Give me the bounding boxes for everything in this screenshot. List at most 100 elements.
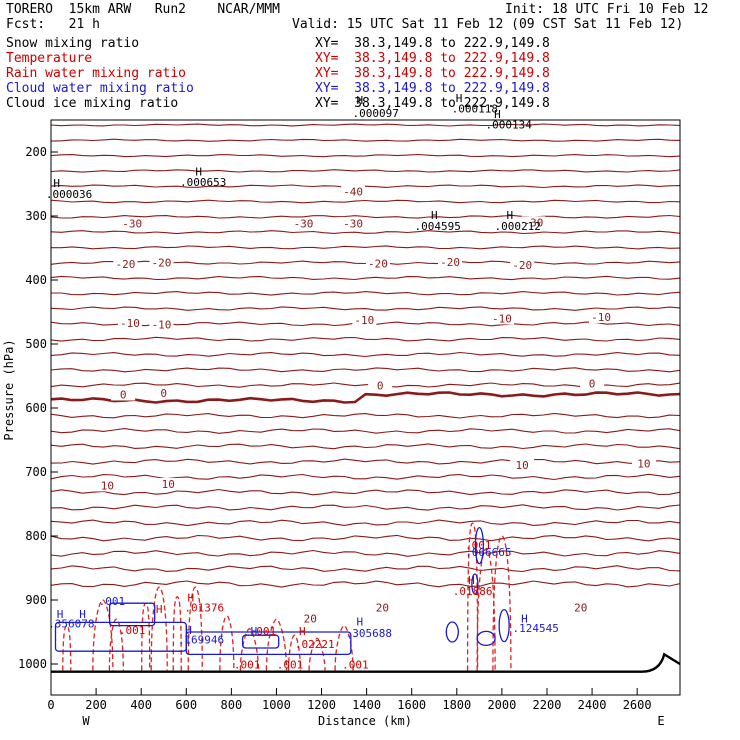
isotherm-label-bg <box>580 377 605 390</box>
isotherm-label-bg <box>149 318 174 331</box>
isotherm-label-bg <box>510 458 535 471</box>
isotherm-line <box>50 412 681 419</box>
isotherm-label-bg <box>341 217 366 230</box>
extremum-label: .305688 <box>346 627 392 640</box>
isotherm-label-bg <box>341 185 366 198</box>
terrain-line <box>51 652 681 673</box>
cloud-water-contour <box>108 602 156 627</box>
legend-temperature-xy: XY= 38.3,149.8 to 222.9,149.8 <box>315 51 550 66</box>
isotherm-label: -40 <box>343 186 363 199</box>
isotherm-label-bg <box>298 612 323 625</box>
isotherm-label: -10 <box>492 312 512 325</box>
legend-snow-label: Snow mixing ratio <box>6 36 140 51</box>
cloud-water-contour <box>241 634 280 649</box>
isotherm-label-bg <box>113 257 138 270</box>
rain-contour <box>287 634 302 671</box>
x-tick-label: 400 <box>130 698 152 712</box>
isotherm-line <box>50 153 681 158</box>
isotherm-line <box>50 428 681 434</box>
isotherm-line <box>50 473 681 481</box>
header-valid: Valid: 15 UTC Sat 11 Feb 12 (09 CST Sat … <box>292 17 684 32</box>
isotherm-line <box>50 565 681 573</box>
cloud-water-contour <box>498 608 510 643</box>
isotherm-label-bg <box>438 256 463 268</box>
isotherm-line <box>50 230 681 235</box>
rain-contour <box>466 522 479 671</box>
x-tick-label: 1400 <box>352 698 381 712</box>
cloud-water-contour <box>471 573 479 595</box>
legend-cloud-ice-xy: XY= 38.3,149.8 to 222.9,149.8 <box>315 96 550 111</box>
rain-contour <box>334 624 354 671</box>
extremum-label: .01886 <box>453 585 493 598</box>
extremum-label: H <box>79 608 86 621</box>
x-tick-label: 2000 <box>487 698 516 712</box>
x-tick-label: 1200 <box>307 698 336 712</box>
isotherm-label: -20 <box>440 256 460 269</box>
isotherm-line <box>50 443 681 450</box>
isotherm-line <box>50 123 681 127</box>
rain-contour <box>150 586 168 671</box>
isotherm-line <box>50 367 681 373</box>
isotherm-label: -10 <box>591 311 611 324</box>
isotherm-label: 20 <box>304 612 317 625</box>
isotherm-label-bg <box>365 257 390 270</box>
cloud-water-contour <box>445 621 459 643</box>
extremum-label: .02221 <box>295 638 335 651</box>
header-fcst: Fcst: 21 h <box>6 17 100 32</box>
y-tick-label: 700 <box>25 465 47 479</box>
extremum-label: H <box>251 625 258 638</box>
rain-contour <box>492 535 512 671</box>
isotherm-label: -10 <box>152 319 172 332</box>
extremum-label: H <box>299 625 306 638</box>
extremum-label: .000653 <box>180 176 226 189</box>
isotherm-line <box>50 504 681 511</box>
extremum-label: .001 <box>234 658 261 671</box>
x-tick-label: 0 <box>47 698 54 712</box>
legend-cloud-ice-label: Cloud ice mixing ratio <box>6 96 179 111</box>
isotherm-line <box>50 351 681 358</box>
extremum-label: H <box>53 177 60 190</box>
x-tick-label: 2600 <box>623 698 652 712</box>
isotherm-label: -30 <box>122 218 142 231</box>
isotherm-line <box>50 138 681 142</box>
extremum-label: .01376 <box>184 602 224 615</box>
isotherm-line <box>50 184 681 189</box>
legend-snow-xy: XY= 38.3,149.8 to 222.9,149.8 <box>315 36 550 51</box>
legend-cloud-water-xy: XY= 38.3,149.8 to 222.9,149.8 <box>315 81 550 96</box>
extremum-label: .000036 <box>46 188 92 201</box>
isotherm-label-bg <box>95 479 120 492</box>
isotherm-label-bg <box>149 256 174 269</box>
header-model: TORERO 15km ARW Run2 NCAR/MMM <box>6 2 280 17</box>
isotherm-label: 10 <box>516 459 529 472</box>
extremum-label: .001 <box>277 658 304 671</box>
isotherm-label-bg <box>589 311 614 324</box>
isotherm-label: -10 <box>120 317 140 330</box>
y-tick-label: 1000 <box>18 657 47 671</box>
x-tick-label: 2400 <box>578 698 607 712</box>
rain-contour <box>308 637 326 671</box>
x-axis-title: Distance (km) <box>318 714 412 728</box>
extremum-label: .000134 <box>485 118 532 131</box>
extremum-label: H <box>521 612 528 625</box>
isotherm-label: 0 <box>160 387 167 400</box>
isotherm-line <box>50 336 681 342</box>
cloud-water-contour-group <box>54 526 510 656</box>
extremum-label: .001 <box>99 595 126 608</box>
extremum-label: H <box>57 608 64 621</box>
extremum-label: .001 <box>119 624 146 637</box>
isotherm-label: -10 <box>354 314 374 327</box>
isotherm-line <box>50 214 681 219</box>
isotherm-label-bg <box>117 316 142 329</box>
isotherm-line <box>51 245 681 250</box>
isotherm-label-bg <box>489 312 514 325</box>
isotherm-label: 10 <box>637 458 650 471</box>
isotherm-label: -20 <box>512 259 532 272</box>
x-tick-label: 2200 <box>533 698 562 712</box>
extremum-label: H <box>431 209 438 222</box>
contour-label-group: -40-30 -30 -30 -30-20 -20 -20 -20 -20-10 -10 -10-… <box>46 92 656 671</box>
isotherm-line <box>50 488 681 496</box>
legend-rain-xy: XY= 38.3,149.8 to 222.9,149.8 <box>315 66 550 81</box>
isotherm-label-bg <box>510 259 535 272</box>
isotherm-line <box>50 519 681 527</box>
